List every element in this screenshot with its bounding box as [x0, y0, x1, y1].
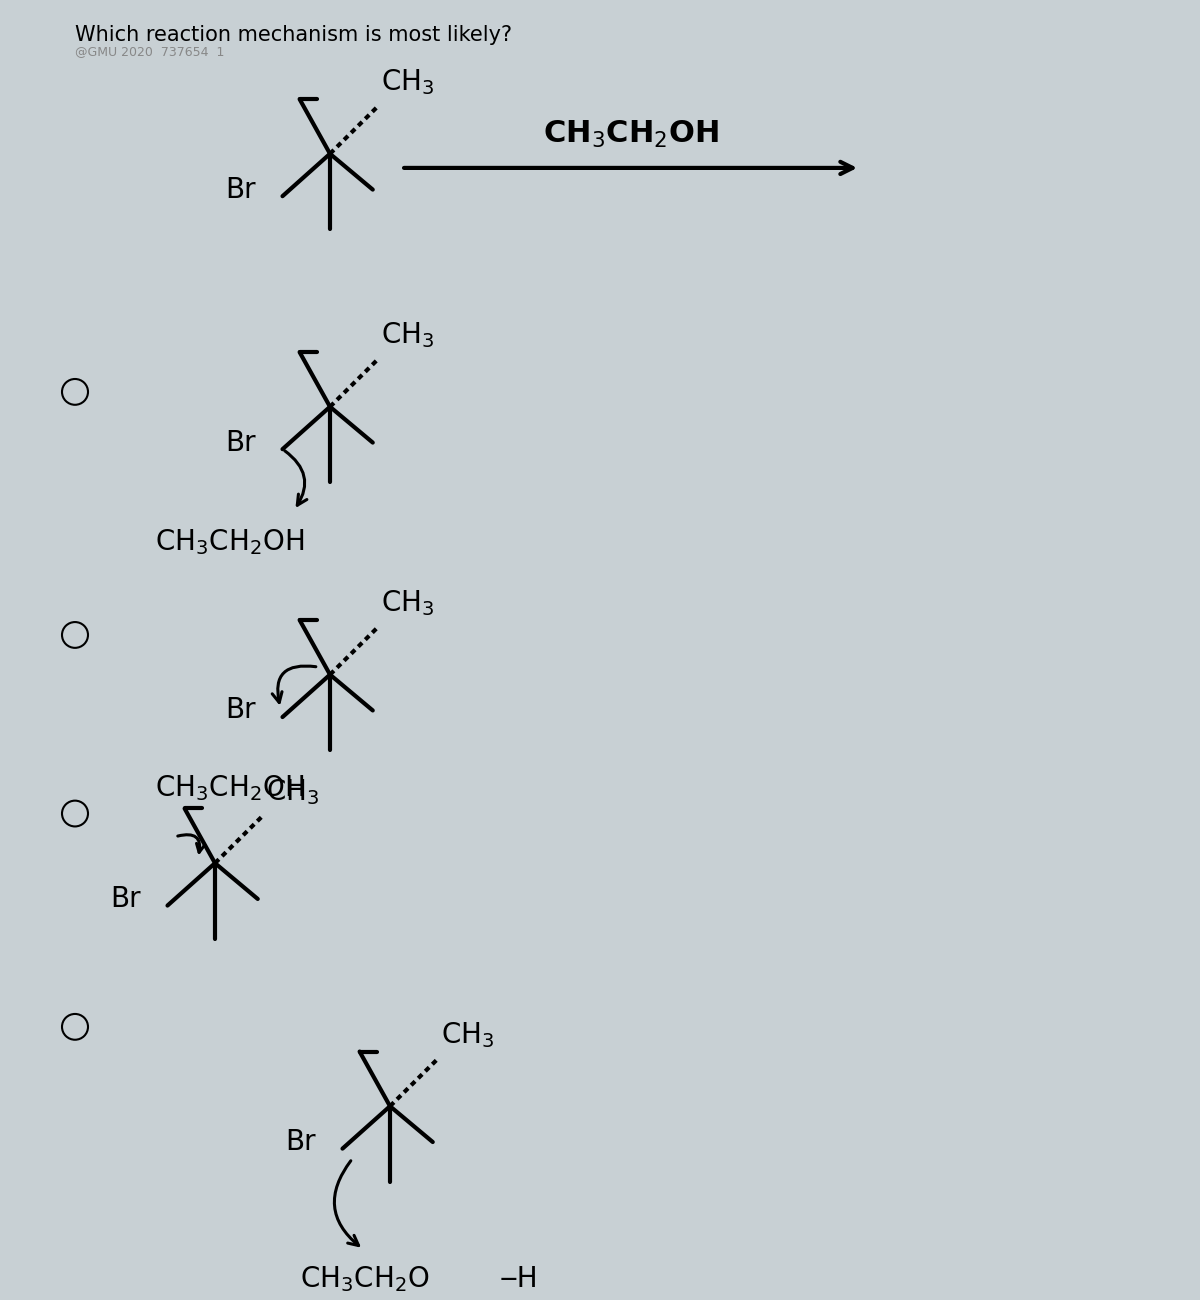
Text: Which reaction mechanism is most likely?: Which reaction mechanism is most likely? [74, 25, 512, 44]
Text: ‒H: ‒H [499, 1265, 539, 1292]
Text: CH$_3$CH$_2$OH: CH$_3$CH$_2$OH [155, 774, 305, 803]
Text: Br: Br [226, 176, 256, 204]
Text: Br: Br [110, 885, 140, 913]
Text: CH$_3$CH$_2$OH: CH$_3$CH$_2$OH [155, 528, 305, 558]
Text: CH$_3$: CH$_3$ [382, 589, 434, 617]
Text: CH$_3$: CH$_3$ [266, 777, 319, 806]
Text: Br: Br [226, 429, 256, 456]
Text: Br: Br [226, 697, 256, 724]
Text: CH$_3$: CH$_3$ [382, 68, 434, 98]
Text: CH$_3$CH$_2$OH: CH$_3$CH$_2$OH [542, 120, 719, 150]
Text: @GMU 2020  737654  1: @GMU 2020 737654 1 [74, 44, 224, 57]
Text: Br: Br [286, 1128, 316, 1156]
Text: CH$_3$CH$_2$O: CH$_3$CH$_2$O [300, 1265, 430, 1295]
Text: CH$_3$: CH$_3$ [382, 320, 434, 350]
Text: CH$_3$: CH$_3$ [442, 1020, 494, 1049]
